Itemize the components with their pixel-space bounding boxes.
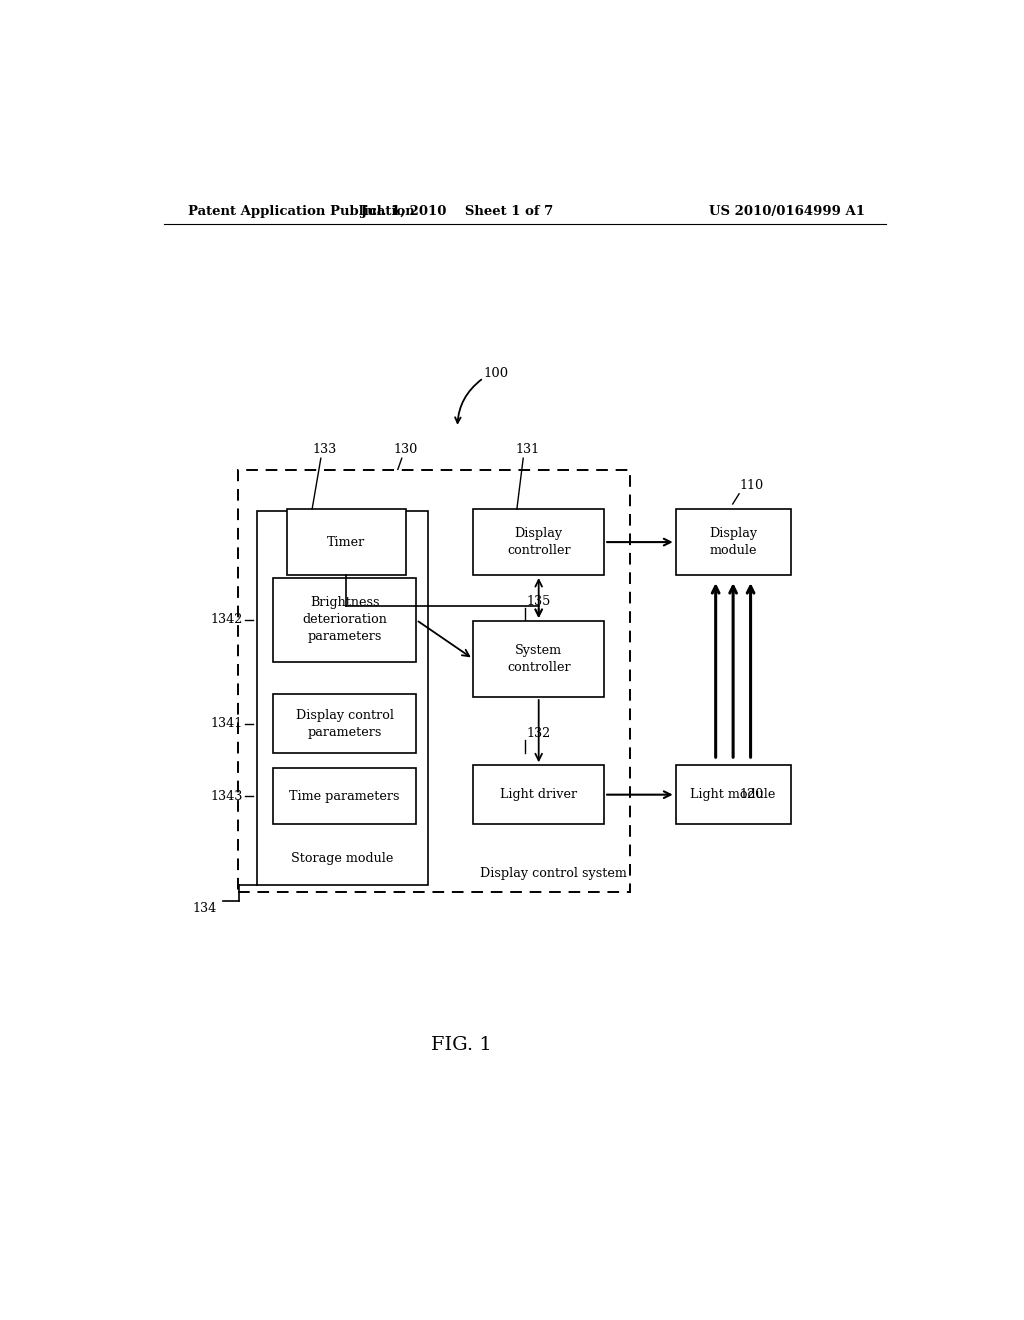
Text: Display control system: Display control system <box>479 867 627 880</box>
Text: System
controller: System controller <box>507 644 570 675</box>
Text: Light driver: Light driver <box>500 788 578 801</box>
Text: 135: 135 <box>526 594 551 607</box>
Text: 1343: 1343 <box>211 789 243 803</box>
Text: Brightness
deterioration
parameters: Brightness deterioration parameters <box>302 597 387 643</box>
Text: 134: 134 <box>193 902 217 915</box>
Text: 1341: 1341 <box>211 717 243 730</box>
Bar <box>676 510 791 576</box>
Text: Display control
parameters: Display control parameters <box>296 709 393 738</box>
Text: US 2010/0164999 A1: US 2010/0164999 A1 <box>709 205 864 218</box>
Text: Display
controller: Display controller <box>507 527 570 557</box>
Text: 132: 132 <box>526 727 551 739</box>
Text: Storage module: Storage module <box>292 851 394 865</box>
Text: 100: 100 <box>483 367 509 380</box>
Bar <box>238 470 631 892</box>
Text: 131: 131 <box>515 444 540 457</box>
Text: Display
module: Display module <box>709 527 757 557</box>
Text: 133: 133 <box>312 444 337 457</box>
Bar <box>473 510 604 576</box>
Bar <box>273 768 416 824</box>
Bar <box>257 511 428 886</box>
Text: Timer: Timer <box>327 536 366 549</box>
Bar <box>287 510 406 576</box>
Bar <box>273 694 416 752</box>
Bar <box>473 620 604 697</box>
Text: 120: 120 <box>739 788 763 801</box>
Text: FIG. 1: FIG. 1 <box>431 1036 492 1053</box>
Text: Jul. 1, 2010    Sheet 1 of 7: Jul. 1, 2010 Sheet 1 of 7 <box>361 205 553 218</box>
Text: Time parameters: Time parameters <box>290 789 400 803</box>
Bar <box>473 766 604 824</box>
Text: Light module: Light module <box>690 788 776 801</box>
Text: 110: 110 <box>739 479 763 492</box>
Bar <box>676 766 791 824</box>
Text: 1342: 1342 <box>211 614 243 627</box>
Bar <box>273 578 416 661</box>
Text: Patent Application Publication: Patent Application Publication <box>187 205 415 218</box>
Text: 130: 130 <box>393 444 418 457</box>
